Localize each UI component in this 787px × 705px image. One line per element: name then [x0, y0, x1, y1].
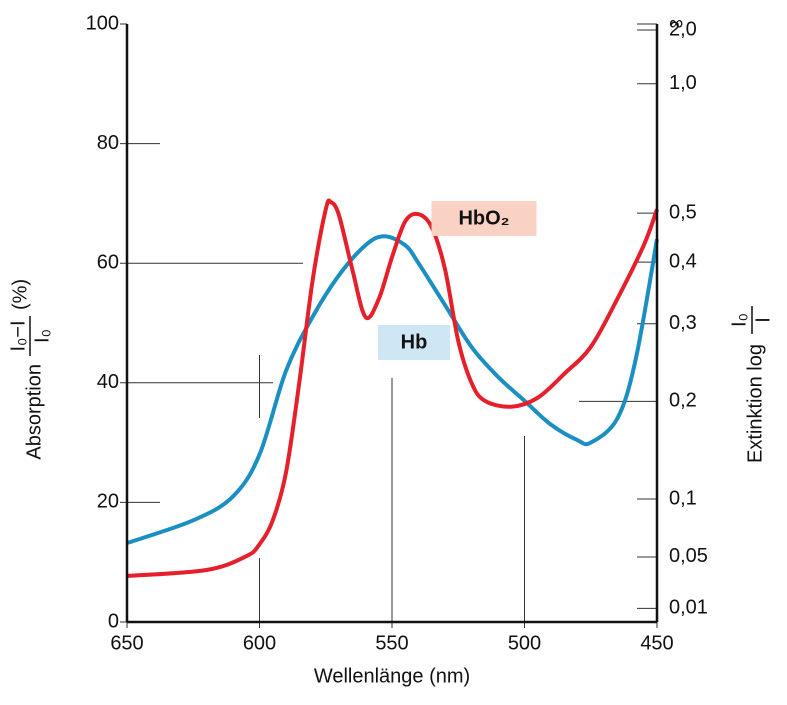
y-tick-label: 0: [108, 610, 119, 632]
y-tick-label: 80: [97, 132, 119, 154]
y-tick-label: 60: [97, 251, 119, 273]
x-axis-label: Wellenlänge (nm): [314, 665, 470, 687]
y-label-unit: (%): [9, 279, 31, 310]
series-label-box: [378, 325, 450, 360]
y2-tick-label: 0,01: [669, 597, 708, 619]
x-tick-label: 650: [110, 632, 143, 654]
series-line: [126, 234, 659, 545]
y2-tick-label: 0,05: [669, 545, 708, 567]
y2-label-text: Extinktion log: [744, 344, 766, 463]
x-tick-label: 600: [243, 632, 276, 654]
y2-tick-label: 2,0: [669, 18, 697, 40]
y2-axis-label: Extinktion log I₀ I: [728, 306, 774, 463]
y2-tick-label: 1,0: [669, 72, 697, 94]
y-tick-label: 100: [86, 12, 119, 34]
series-line: [126, 198, 659, 578]
y2-label-numerator: I₀: [728, 313, 750, 327]
y2-tick-label: 0,5: [669, 201, 697, 223]
x-tick-label: 550: [375, 632, 408, 654]
y-tick-label: 40: [97, 371, 119, 393]
y2-label-denominator: I: [752, 317, 774, 323]
y-label-denominator: I₀: [31, 329, 53, 343]
y2-tick-label: 0,4: [669, 250, 697, 272]
y2-tick-label: 0,1: [669, 487, 697, 509]
series-label: HbO₂: [458, 207, 509, 229]
y-label-text: Absorption: [23, 364, 45, 460]
y-tick-label: 20: [97, 491, 119, 513]
y2-tick-label: ∞: [669, 12, 683, 34]
x-tick-label: 500: [508, 632, 541, 654]
y-axis-label: Absorption I₀−I I₀ (%): [7, 279, 53, 460]
series-label-box: [431, 201, 537, 236]
series-label: Hb: [401, 331, 428, 353]
y2-tick-label: 0,2: [669, 390, 697, 412]
y2-tick-label: 0,3: [669, 312, 697, 334]
x-tick-label: 450: [640, 632, 673, 654]
y-label-numerator: I₀−I: [7, 320, 29, 351]
